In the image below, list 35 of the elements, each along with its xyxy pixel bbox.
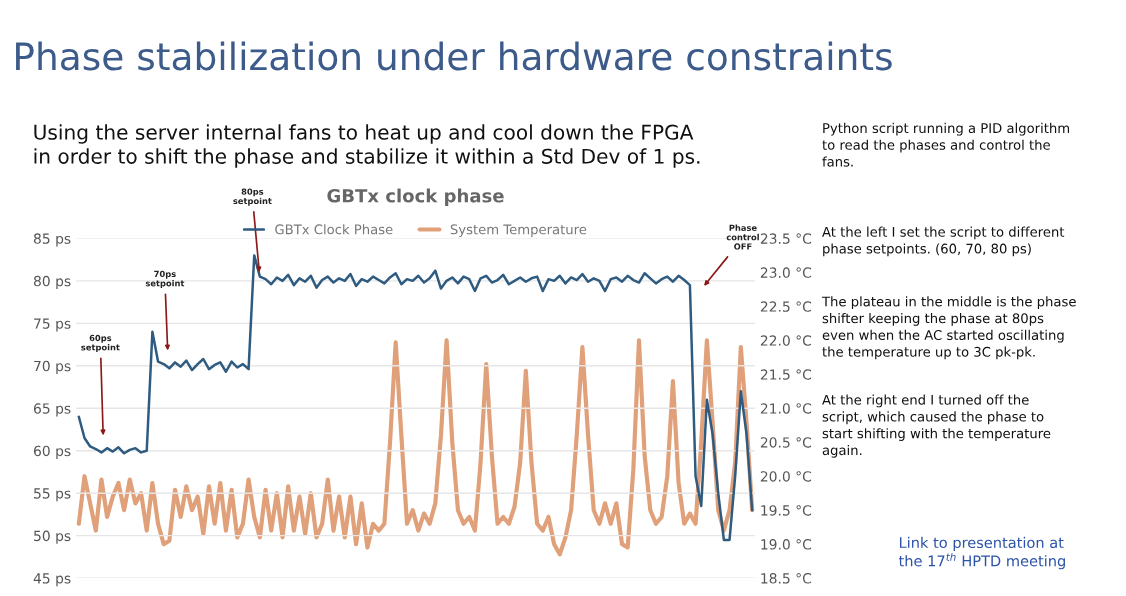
- y2-tick-label: 21.0 °C: [760, 403, 812, 414]
- y-tick-label: 50 ps: [34, 530, 71, 544]
- text: At the left I set the script to different phase setpoints. (60, 70, 80 ps): [822, 226, 1065, 257]
- annotation: Phase control OFF: [726, 224, 759, 250]
- y2-tick-label: 23.5 °C: [760, 233, 812, 244]
- annotation: 60ps setpoint: [81, 334, 120, 353]
- y2-tick-label: 20.0 °C: [760, 471, 812, 482]
- y-tick-label: 70 ps: [34, 360, 71, 374]
- y2-tick-label: 22.0 °C: [760, 335, 812, 346]
- text: Phase stabilization under hardware constraints: [16, 41, 892, 71]
- y-tick-label: 75 ps: [34, 318, 71, 332]
- text: Python script running a PID algorithm to read the phases and control the fans.: [822, 122, 1070, 167]
- y-tick-label: 80 ps: [33, 275, 71, 290]
- y2-tick-label: 22.5 °C: [760, 301, 812, 312]
- y-tick-label: 45 ps: [33, 573, 71, 587]
- line-series: [77, 254, 754, 542]
- chart-title: GBTx clock phase: [327, 188, 504, 207]
- y2-tick-label: 19.5 °C: [761, 505, 812, 516]
- text: The plateau in the middle is the phase shifter keeping the phase at 80ps even when the AC started oscillating the temperature up to 3C pk-pk.: [821, 296, 1076, 360]
- legend-label: System Temperature: [450, 224, 587, 237]
- y-tick-label: 60 ps: [33, 445, 71, 459]
- y-tick-label: 55 ps: [34, 488, 71, 502]
- y2-tick-label: 19.0 °C: [761, 539, 812, 550]
- text: Link to presentation at the 17$^{th}$ HPTD meeting: [898, 536, 1065, 570]
- annotation: 70ps setpoint: [145, 270, 185, 289]
- legend-label: GBTx Clock Phase: [275, 224, 393, 235]
- y2-tick-label: 21.5 °C: [760, 369, 812, 380]
- text: Using the server internal fans to heat up and cool down the FPGA in order to shift the phase and stabilize it within a Std Dev of 1 ps.: [34, 124, 700, 168]
- text: 80ps setpoint: [233, 188, 272, 206]
- text: At the right end I turned off the script, which caused the phase to start shifting with the temperature again.: [822, 394, 1051, 458]
- y2-tick-label: 20.5 °C: [760, 437, 812, 448]
- y2-tick-label: 23.0 °C: [760, 267, 812, 278]
- y-tick-label: 85 ps: [33, 233, 71, 247]
- y2-tick-label: 18.5 °C: [761, 573, 812, 584]
- y-tick-label: 65 ps: [33, 403, 71, 417]
